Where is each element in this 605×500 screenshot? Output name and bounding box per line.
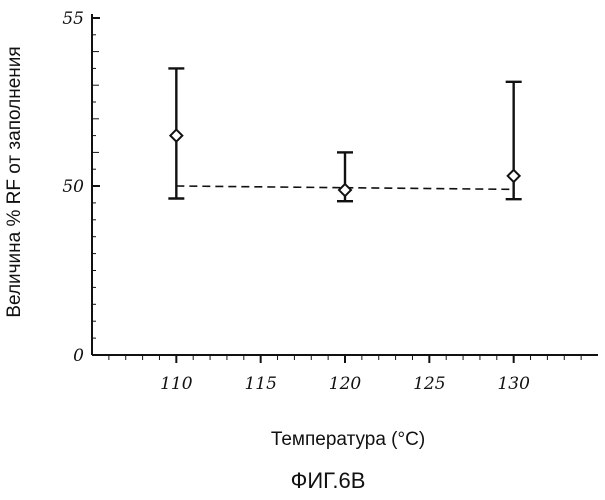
x-tick-label: 115 [244, 374, 276, 394]
data-points [168, 67, 522, 203]
y-tick-label: 0 [73, 346, 84, 366]
trendline-layer [176, 185, 514, 191]
y-tick-label: 55 [62, 9, 84, 29]
x-tick-label: 120 [329, 374, 362, 394]
data-point [168, 128, 184, 144]
data-point [506, 168, 522, 184]
trendline [176, 185, 514, 191]
x-tick-label: 125 [413, 374, 445, 394]
ticks: 0 50 55 110 115 120 125 130 [62, 9, 582, 394]
figure-caption: ФИГ.6В [291, 468, 366, 493]
x-axis-label: Температура (°C) [271, 429, 425, 450]
x-tick-label: 130 [497, 374, 530, 394]
x-tick-label: 110 [160, 374, 193, 394]
y-tick-label: 50 [62, 177, 84, 197]
y-axis-label: Величина % RF от заполнения [4, 46, 25, 317]
data-point [337, 182, 353, 198]
